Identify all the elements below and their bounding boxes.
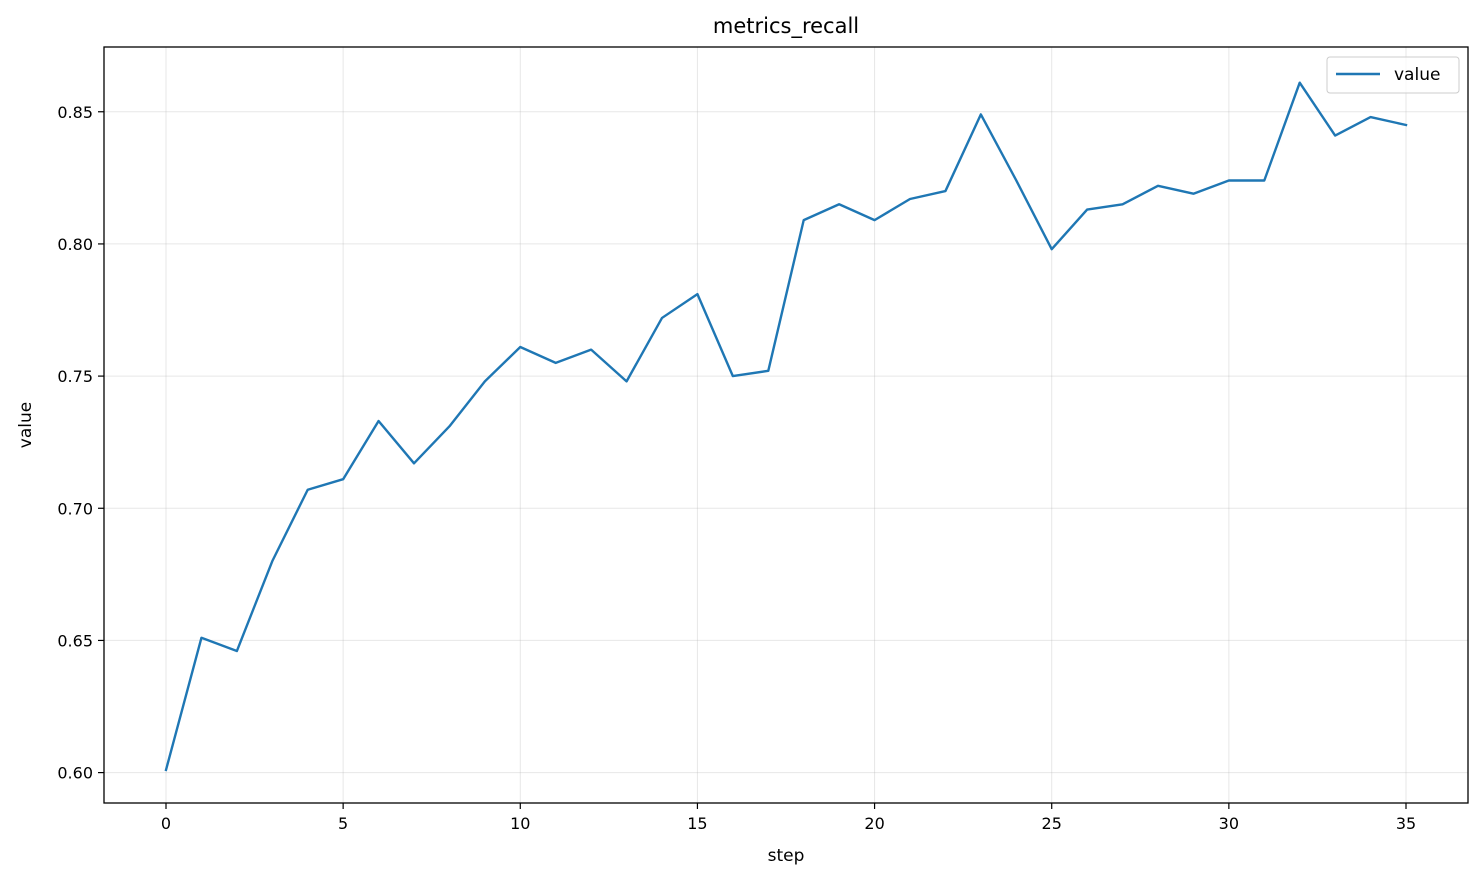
x-tick-label: 5 (338, 814, 348, 833)
y-tick-label: 0.65 (57, 631, 93, 650)
series-line-value (164, 81, 1408, 772)
x-tick-label: 10 (510, 814, 530, 833)
x-tick-label: 35 (1396, 814, 1416, 833)
x-axis-label: step (768, 846, 805, 866)
x-tick-label: 25 (1042, 814, 1062, 833)
ticks: 0 5 10 15 20 25 30 35 0.60 0.65 0.70 0.75 0.80 0.85 (57, 103, 1416, 833)
x-tick-label: 15 (687, 814, 707, 833)
legend: value (1326, 56, 1460, 94)
legend-box (1326, 56, 1460, 94)
series-layer (164, 81, 1408, 772)
x-tick-label: 30 (1219, 814, 1239, 833)
legend-label: value (1394, 65, 1440, 85)
x-tick-label: 20 (864, 814, 884, 833)
y-tick-label: 0.60 (57, 764, 93, 783)
y-tick-label: 0.70 (57, 499, 93, 518)
y-axis-label: value (16, 402, 36, 448)
x-tick-label: 0 (161, 814, 171, 833)
y-tick-label: 0.85 (57, 103, 93, 122)
chart-title: metrics_recall (713, 14, 859, 39)
plot-frame (103, 46, 1469, 804)
grid (104, 47, 1468, 803)
y-tick-label: 0.75 (57, 367, 93, 386)
y-tick-label: 0.80 (57, 235, 93, 254)
